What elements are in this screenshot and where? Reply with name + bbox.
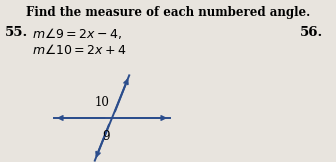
Text: 9: 9 — [102, 129, 110, 143]
Text: 10: 10 — [95, 96, 110, 109]
Text: $m\angle 10 = 2x+4$: $m\angle 10 = 2x+4$ — [32, 43, 127, 57]
Text: 56.: 56. — [300, 26, 323, 39]
Text: $m\angle 9 = 2x-4,$: $m\angle 9 = 2x-4,$ — [32, 26, 122, 41]
Text: Find the measure of each numbered angle.: Find the measure of each numbered angle. — [26, 6, 310, 19]
Text: 55.: 55. — [5, 26, 28, 39]
